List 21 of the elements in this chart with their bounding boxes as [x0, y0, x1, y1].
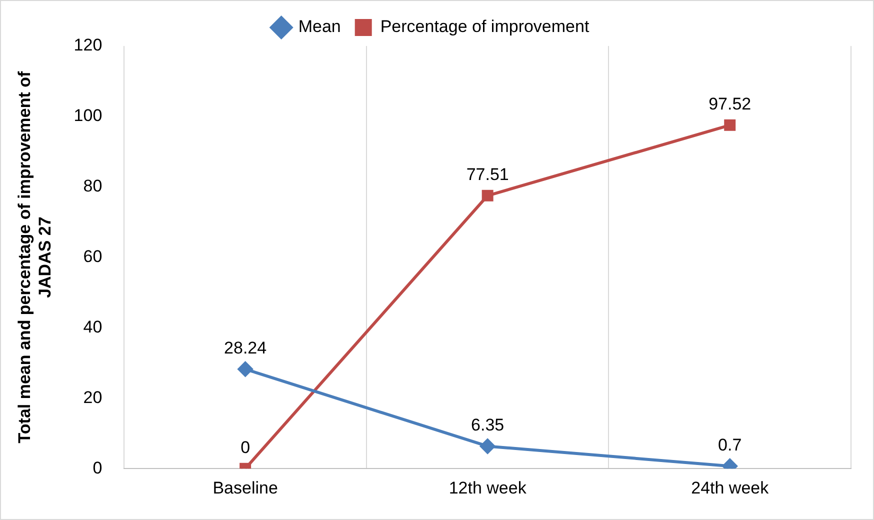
- y-tick-label: 40: [83, 317, 102, 336]
- x-tick-label: 24th week: [691, 478, 770, 498]
- data-label: 77.51: [466, 164, 509, 184]
- y-tick-label: 60: [83, 246, 102, 266]
- data-label: 28.24: [224, 338, 267, 358]
- y-tick-label: 100: [74, 106, 102, 126]
- y-tick-label: 20: [83, 388, 102, 407]
- y-tick-label: 120: [74, 36, 102, 55]
- legend-label: Mean: [298, 17, 341, 36]
- y-tick-label: 80: [83, 176, 102, 196]
- x-tick-label: Baseline: [212, 478, 278, 498]
- data-label: 0.7: [718, 435, 742, 454]
- point: [482, 190, 494, 202]
- legend-label: Percentage of improvement: [380, 17, 590, 36]
- data-label: 6.35: [471, 415, 504, 434]
- data-label: 0: [240, 438, 250, 457]
- x-tick-label: 12th week: [448, 478, 527, 498]
- y-axis-title: Total mean and percentage of improvement of JADAS 27: [14, 71, 54, 444]
- y-tick-label: 0: [92, 458, 102, 478]
- point: [724, 119, 736, 131]
- data-label: 97.52: [708, 94, 752, 114]
